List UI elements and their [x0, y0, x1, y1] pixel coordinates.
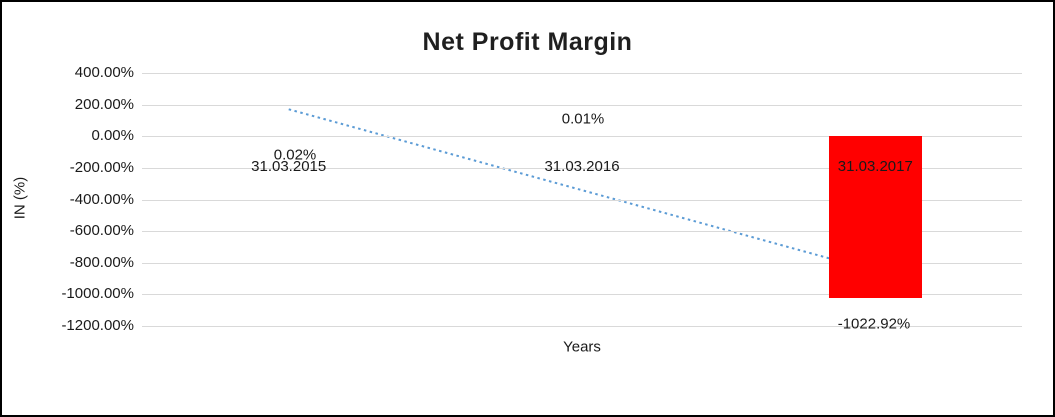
y-axis-tick-label: -800.00% — [69, 254, 134, 271]
gridline — [142, 105, 1022, 106]
bar-31.03.2017 — [829, 136, 922, 298]
data-label: 0.02% — [273, 146, 317, 164]
y-axis-tick-label: 0.00% — [91, 127, 134, 144]
data-label: 0.01% — [561, 110, 605, 128]
y-axis-tick-label: -600.00% — [69, 222, 134, 239]
category-label: 31.03.2015 — [251, 158, 327, 175]
gridline — [142, 326, 1022, 327]
y-axis-tick-label: -1200.00% — [61, 317, 134, 334]
y-axis-tick-label: -200.00% — [69, 159, 134, 176]
y-axis-tick-label: -1000.00% — [61, 285, 134, 302]
chart-title: Net Profit Margin — [422, 28, 633, 56]
y-axis-tick-label: 200.00% — [74, 96, 134, 113]
gridline — [142, 263, 1022, 264]
category-label: 31.03.2017 — [837, 158, 913, 175]
y-axis-tick-label: 400.00% — [74, 64, 134, 81]
gridline — [142, 73, 1022, 74]
category-label: 31.03.2016 — [544, 158, 620, 175]
gridline — [142, 200, 1022, 201]
x-axis-title: Years — [563, 338, 601, 356]
gridline — [142, 294, 1022, 295]
y-axis-tick-label: -400.00% — [69, 191, 134, 208]
gridline — [142, 136, 1022, 137]
data-label: -1022.92% — [837, 315, 911, 333]
gridline — [142, 168, 1022, 169]
gridline — [142, 231, 1022, 232]
